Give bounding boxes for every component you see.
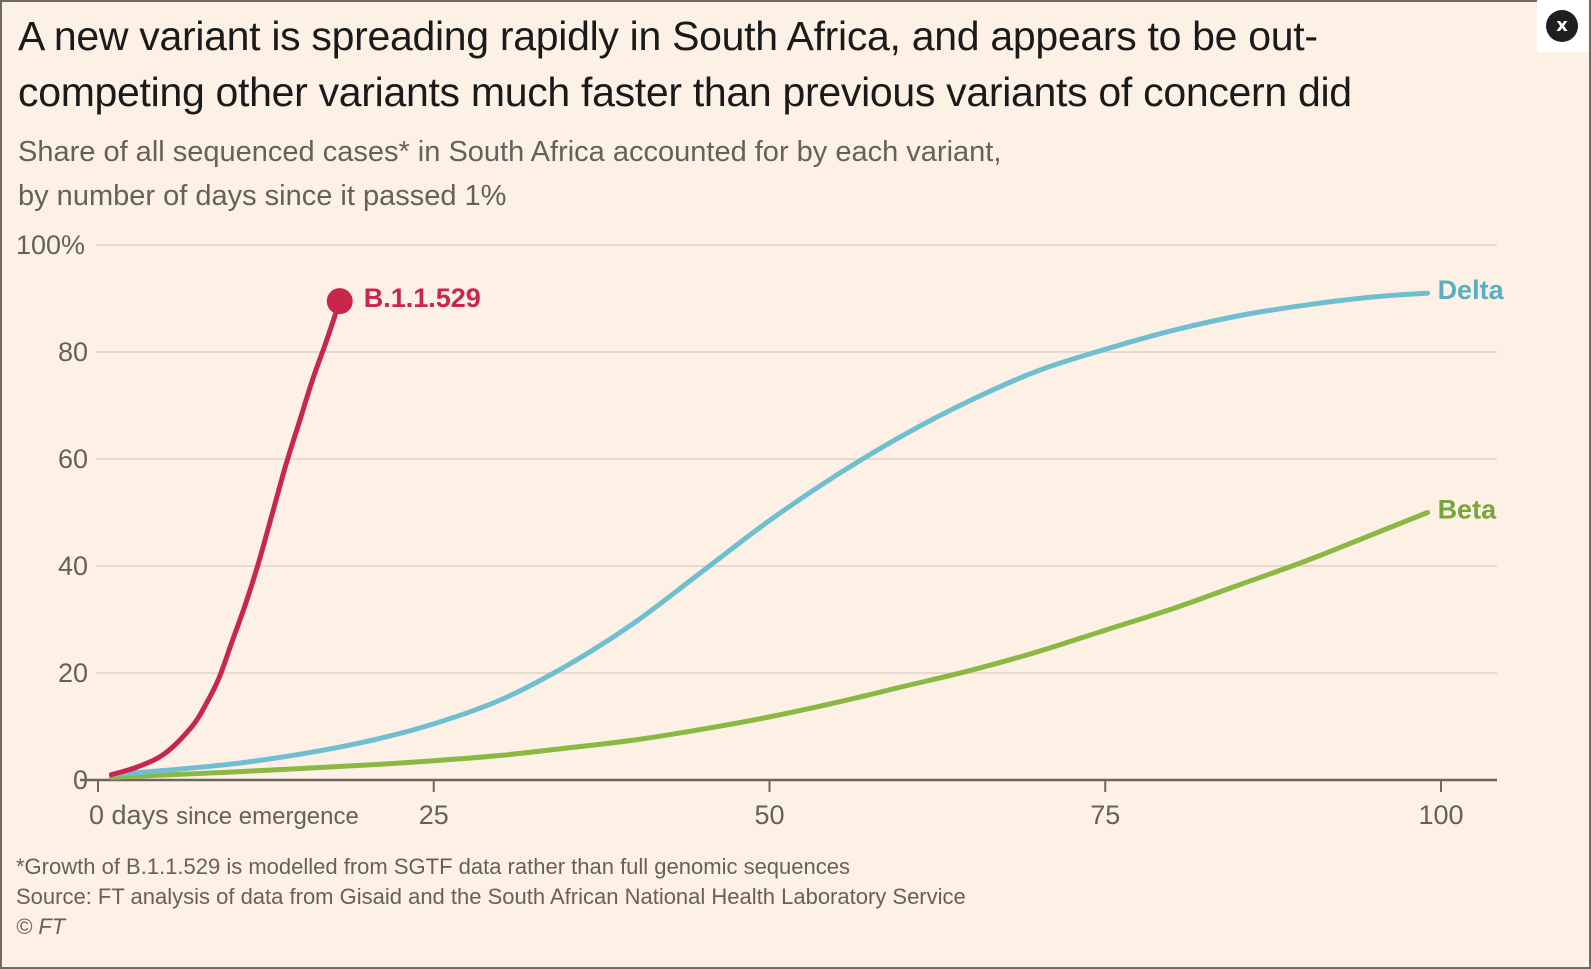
footnote-source: Source: FT analysis of data from Gisaid … <box>16 884 966 909</box>
footnote-methodology: *Growth of B.1.1.529 is modelled from SG… <box>16 854 850 879</box>
series-end-marker-b-1-1-529 <box>326 288 353 315</box>
series-label-delta: Delta <box>1438 275 1505 305</box>
series-line-delta <box>108 290 1431 778</box>
chart-title-line: competing other variants much faster tha… <box>18 69 1352 115</box>
y-tick-label: 20 <box>58 658 88 688</box>
x-tick-label: 50 <box>754 800 784 830</box>
y-tick-label: 80 <box>58 337 88 367</box>
gridlines <box>96 244 1497 674</box>
chart-subtitle: Share of all sequenced cases* in South A… <box>18 130 1318 218</box>
chart-title-line: A new variant is spreading rapidly in So… <box>18 13 1318 59</box>
x-tick-label: 75 <box>1090 800 1120 830</box>
footnote-copyright: © FT <box>16 914 66 939</box>
y-tick-label: 100% <box>16 230 85 260</box>
series-lines <box>108 288 1431 780</box>
chart-title: A new variant is spreading rapidly in So… <box>18 8 1518 120</box>
chart-footnotes: *Growth of B.1.1.529 is modelled from SG… <box>16 852 966 942</box>
x-tick-label: 100 <box>1418 800 1463 830</box>
series-label-beta: Beta <box>1438 495 1498 525</box>
x-tick-label: 0 days since emergence <box>89 800 359 830</box>
series-labels: Beta Delta B.1.1.529 <box>364 275 1505 524</box>
x-tick-label: 25 <box>419 800 449 830</box>
close-icon: x <box>1556 15 1568 36</box>
series-line-b-1-1-529 <box>108 298 343 778</box>
series-line-beta <box>108 510 1431 780</box>
close-button[interactable]: x <box>1546 10 1578 42</box>
series-label-b-1-1-529: B.1.1.529 <box>364 283 481 313</box>
chart-subtitle-line: Share of all sequenced cases* in South A… <box>18 136 1002 168</box>
x-axis-title-rest: since emergence <box>176 803 359 830</box>
chart-subtitle-line: by number of days since it passed 1% <box>18 180 507 212</box>
y-tick-label: 40 <box>58 551 88 581</box>
y-tick-label: 60 <box>58 444 88 474</box>
close-button-wrapper: x <box>1537 0 1589 52</box>
x-axis: 0 days since emergence 25 50 75 100 <box>80 778 1497 830</box>
x-axis-title: days <box>112 800 177 830</box>
